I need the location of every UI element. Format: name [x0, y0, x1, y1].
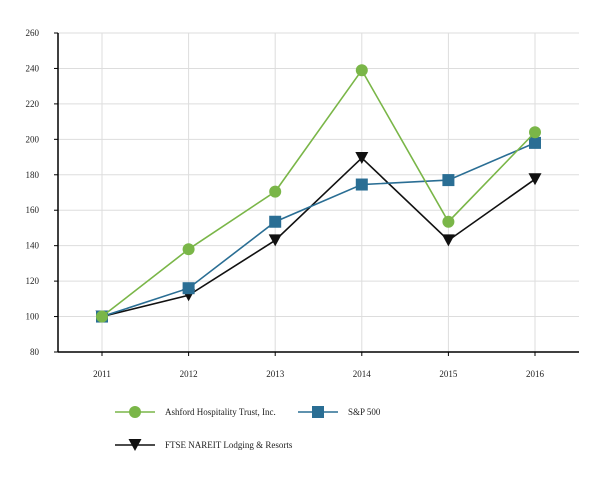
- legend: Ashford Hospitality Trust, Inc. S&P 500 FT…: [115, 406, 381, 451]
- y-tick-label: 120: [26, 276, 40, 286]
- legend-marker: [129, 406, 141, 418]
- data-point-ftse-nareit-lodging-resorts-2013: [268, 234, 282, 247]
- x-tick-label-2016: 2016: [526, 369, 545, 379]
- axes: [54, 32, 579, 356]
- y-tick-label: 200: [26, 134, 40, 144]
- data-point-ashford-hospitality-trust-inc-2015: [442, 215, 455, 228]
- legend-label: Ashford Hospitality Trust, Inc.: [165, 407, 276, 417]
- data-point-s-p-500-2015: [442, 174, 455, 187]
- series-line-s-p-500: [101, 142, 536, 318]
- series-s-p-500: [96, 136, 541, 323]
- data-point-ashford-hospitality-trust-inc-2012: [182, 243, 195, 256]
- legend-marker: [312, 406, 324, 418]
- data-point-s-p-500-2013: [269, 215, 282, 228]
- x-axis-ticks: 2011 2012 2013 2014 2015 2016: [93, 369, 544, 379]
- data-point-ashford-hospitality-trust-inc-2013: [269, 185, 282, 198]
- y-tick-label: 140: [26, 241, 40, 251]
- x-tick-label-2014: 2014: [353, 369, 372, 379]
- y-axis-ticks: 80 100 120 140 160 180 200 220 240 260: [26, 28, 40, 357]
- series-group: [95, 64, 542, 323]
- y-tick-label: 180: [26, 170, 40, 180]
- legend-item-ftse-nareit-lodging-resorts: FTSE NAREIT Lodging & Resorts: [115, 439, 293, 451]
- y-tick-label: 260: [26, 28, 40, 38]
- data-point-ftse-nareit-lodging-resorts-2016: [528, 173, 542, 186]
- legend-item-s-p-500: S&P 500: [298, 406, 381, 418]
- legend-label: S&P 500: [348, 407, 381, 417]
- legend-label: FTSE NAREIT Lodging & Resorts: [165, 440, 293, 450]
- series-line-ashford-hospitality-trust-inc: [101, 68, 536, 318]
- data-point-ashford-hospitality-trust-inc-2014: [355, 64, 368, 77]
- x-tick-label-2015: 2015: [439, 369, 458, 379]
- y-tick-label: 240: [26, 63, 40, 73]
- y-tick-label: 80: [30, 347, 40, 357]
- legend-marker: [128, 439, 142, 451]
- data-point-s-p-500-2014: [355, 178, 368, 191]
- series-line-ftse-nareit-lodging-resorts: [101, 156, 536, 318]
- legend-item-ashford-hospitality-trust-inc: Ashford Hospitality Trust, Inc.: [115, 406, 276, 418]
- y-tick-label: 220: [26, 99, 40, 109]
- x-tick-label-2011: 2011: [93, 369, 111, 379]
- x-tick-label-2012: 2012: [180, 369, 198, 379]
- x-tick-label-2013: 2013: [266, 369, 285, 379]
- y-tick-label: 160: [26, 205, 40, 215]
- data-point-s-p-500-2012: [182, 282, 195, 295]
- data-point-ftse-nareit-lodging-resorts-2014: [355, 151, 369, 164]
- gridlines: [58, 32, 579, 352]
- y-tick-label: 100: [26, 312, 40, 322]
- data-point-s-p-500-2016: [529, 136, 541, 149]
- data-point-ashford-hospitality-trust-inc-2011: [96, 310, 108, 323]
- data-point-ftse-nareit-lodging-resorts-2015: [441, 234, 455, 247]
- data-point-ashford-hospitality-trust-inc-2016: [529, 126, 541, 139]
- series-ashford-hospitality-trust-inc: [96, 64, 541, 323]
